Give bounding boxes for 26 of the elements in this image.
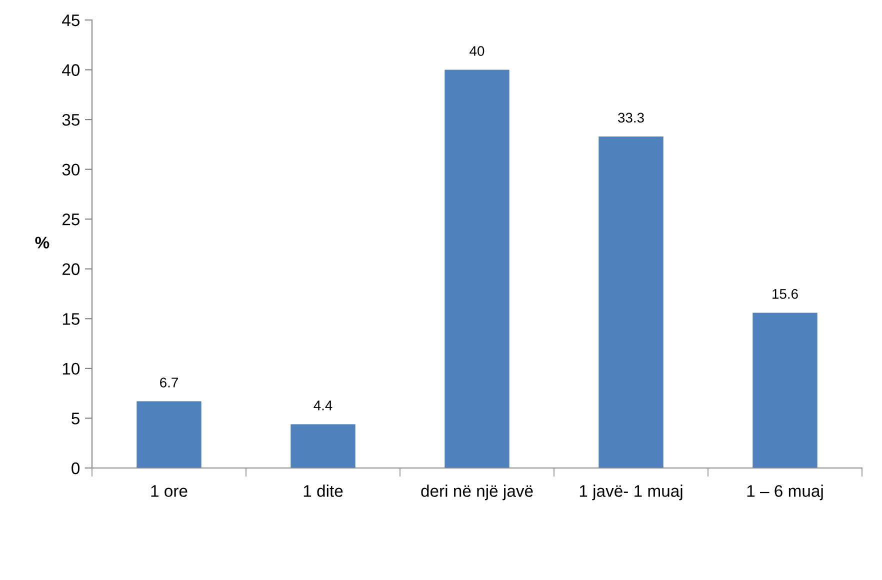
data-label: 33.3 (618, 112, 644, 123)
y-tick-label: 30 (62, 164, 80, 176)
y-tick-label: 10 (62, 362, 80, 375)
y-tick-label: 25 (62, 214, 80, 226)
data-label: 40 (470, 46, 484, 56)
y-tick-label: 0 (72, 462, 80, 474)
y-tick-label: 20 (62, 263, 80, 276)
bar (752, 312, 818, 468)
data-label: 6.7 (160, 378, 178, 388)
x-tick-label: 1 dite (304, 484, 343, 497)
y-axis-title: % (35, 236, 50, 248)
x-tick-label: 1 – 6 muaj (747, 484, 823, 500)
y-tick-label: 40 (62, 64, 80, 76)
y-tick-label: 45 (62, 14, 80, 26)
y-tick-label: 5 (72, 412, 80, 424)
data-label: 15.6 (772, 289, 798, 299)
y-tick-label: 35 (62, 114, 80, 126)
y-tick-label: 15 (62, 313, 80, 325)
data-label: 4.4 (314, 400, 332, 410)
bar (444, 70, 510, 468)
x-tick-label: deri në një javë (421, 484, 533, 500)
bar (136, 401, 202, 468)
x-tick-label: 1 javë- 1 muaj (580, 484, 682, 500)
bar (290, 424, 356, 468)
bar (598, 136, 664, 468)
x-tick-label: 1 ore (151, 485, 188, 497)
